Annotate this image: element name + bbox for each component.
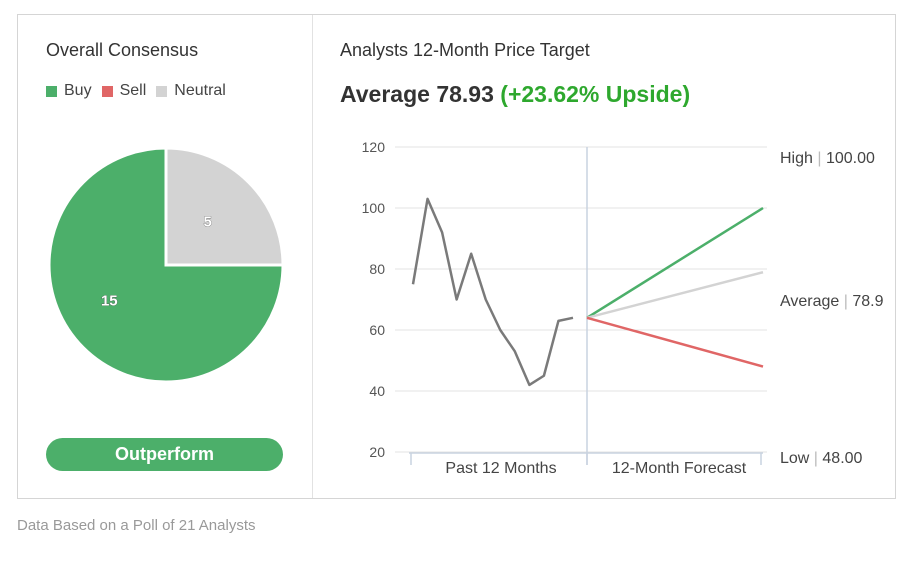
consensus-rating-badge[interactable]: Outperform (46, 438, 283, 471)
forecast-label-name: Low (780, 450, 810, 467)
legend-item-sell: Sell (101, 82, 147, 100)
x-section-past: Past 12 Months (445, 460, 556, 477)
y-tick-20: 20 (369, 444, 385, 460)
pie-svg: 5 15 (47, 146, 285, 384)
y-tick-40: 40 (369, 383, 385, 399)
forecast-label-name: High (780, 150, 813, 167)
forecast-label-name: Average (780, 293, 839, 310)
forecast-label-low: Low | 48.00 (780, 450, 863, 467)
legend-swatch-neutral (156, 85, 168, 97)
legend-label-sell: Sell (119, 82, 147, 99)
legend-swatch-buy (46, 85, 57, 97)
pie-label-buy: 15 (101, 293, 118, 310)
forecast-line-low (586, 316, 764, 368)
y-tick-100: 100 (362, 200, 386, 216)
forecast-label-separator: | (809, 450, 822, 467)
legend-item-buy: Buy (46, 82, 92, 100)
legend-label-buy: Buy (64, 82, 92, 99)
forecast-line-average (586, 271, 764, 320)
price-history-line (411, 197, 574, 387)
pie-slice-buy (47, 146, 285, 384)
y-tick-80: 80 (369, 261, 385, 277)
legend-item-neutral: Neutral (156, 82, 226, 100)
pie-label-neutral: 5 (204, 213, 212, 230)
forecast-label-average: Average | 78.93 (780, 293, 883, 310)
y-tick-60: 60 (369, 322, 385, 338)
price-target-chart: 20 40 60 80 100 120 Past 12 Months 12-Month For… (362, 139, 883, 477)
forecast-label-separator: | (839, 293, 852, 310)
forecast-line-high (586, 206, 764, 319)
average-prefix: Average (340, 81, 430, 107)
forecast-label-high: High | 100.00 (780, 150, 875, 167)
x-section-forecast: 12-Month Forecast (612, 460, 747, 477)
average-value: 78.93 (436, 81, 494, 107)
analyst-rating-card: Overall Consensus Buy Sell Neutral 5 15 O… (17, 14, 896, 499)
pie-slice-neutral (164, 146, 285, 267)
forecast-label-value: 78.93 (852, 293, 883, 310)
forecast-label-separator: | (813, 150, 826, 167)
consensus-legend: Buy Sell Neutral (46, 82, 236, 100)
panel-divider (312, 15, 313, 498)
price-target-title: Analysts 12-Month Price Target (340, 40, 590, 60)
legend-label-neutral: Neutral (174, 82, 226, 99)
consensus-title: Overall Consensus (46, 40, 199, 60)
legend-swatch-sell (101, 85, 113, 97)
upside-percentage: (+23.62% Upside) (500, 81, 691, 107)
poll-footnote: Data Based on a Poll of 21 Analysts (17, 517, 256, 534)
forecast-label-value: 100.00 (826, 150, 875, 167)
y-tick-120: 120 (362, 139, 386, 155)
consensus-pie-chart: 5 15 (46, 145, 286, 385)
average-price-target: Average 78.93 (+23.62% Upside) (340, 81, 690, 108)
forecast-label-value: 48.00 (822, 450, 862, 467)
